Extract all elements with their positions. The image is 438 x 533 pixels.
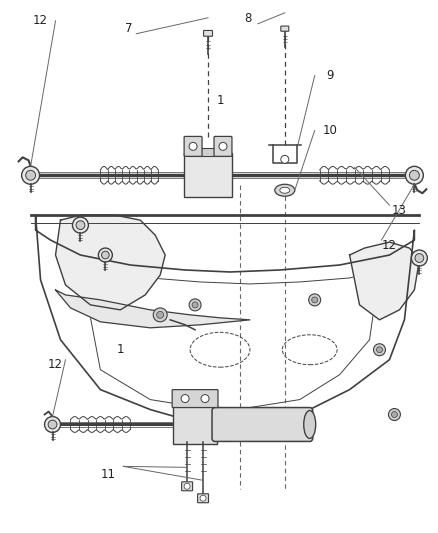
FancyBboxPatch shape	[184, 154, 232, 197]
Circle shape	[189, 299, 201, 311]
Circle shape	[181, 394, 189, 402]
FancyBboxPatch shape	[184, 136, 202, 156]
Circle shape	[192, 302, 198, 308]
Circle shape	[157, 311, 164, 318]
Circle shape	[309, 294, 321, 306]
Circle shape	[415, 254, 424, 262]
Circle shape	[26, 171, 35, 180]
Circle shape	[102, 251, 109, 259]
FancyBboxPatch shape	[214, 136, 232, 156]
Text: 12: 12	[48, 358, 63, 371]
Circle shape	[374, 344, 385, 356]
Text: 12: 12	[33, 14, 48, 27]
Circle shape	[237, 416, 243, 423]
FancyBboxPatch shape	[182, 482, 193, 491]
Circle shape	[99, 248, 112, 262]
Circle shape	[410, 171, 419, 180]
Circle shape	[219, 142, 227, 150]
FancyBboxPatch shape	[187, 148, 229, 156]
Circle shape	[281, 155, 289, 163]
FancyBboxPatch shape	[173, 405, 217, 445]
Polygon shape	[350, 242, 419, 320]
FancyBboxPatch shape	[281, 26, 289, 31]
Circle shape	[201, 394, 209, 402]
FancyBboxPatch shape	[198, 494, 208, 503]
Text: 13: 13	[392, 204, 407, 217]
Circle shape	[72, 217, 88, 233]
Circle shape	[21, 166, 39, 184]
FancyBboxPatch shape	[172, 390, 218, 408]
FancyBboxPatch shape	[204, 30, 212, 36]
Text: 11: 11	[101, 468, 116, 481]
FancyBboxPatch shape	[212, 408, 313, 441]
Circle shape	[411, 250, 427, 266]
Text: 9: 9	[326, 69, 333, 82]
Circle shape	[184, 483, 190, 489]
Circle shape	[76, 221, 85, 230]
Text: 1: 1	[117, 343, 124, 356]
Text: 12: 12	[382, 239, 397, 252]
Text: 10: 10	[322, 124, 337, 137]
Circle shape	[406, 166, 424, 184]
Circle shape	[377, 347, 382, 353]
Ellipse shape	[304, 410, 316, 439]
Polygon shape	[56, 215, 165, 310]
Circle shape	[153, 308, 167, 322]
Text: 7: 7	[124, 22, 132, 35]
Circle shape	[389, 409, 400, 421]
Ellipse shape	[280, 187, 290, 193]
Ellipse shape	[275, 184, 295, 196]
Polygon shape	[56, 290, 250, 328]
Text: 8: 8	[244, 12, 251, 25]
Circle shape	[48, 420, 57, 429]
Circle shape	[200, 495, 206, 501]
Circle shape	[189, 142, 197, 150]
Circle shape	[312, 297, 318, 303]
Circle shape	[392, 411, 397, 417]
Circle shape	[45, 416, 60, 432]
Circle shape	[234, 414, 246, 425]
Text: 1: 1	[216, 94, 224, 107]
